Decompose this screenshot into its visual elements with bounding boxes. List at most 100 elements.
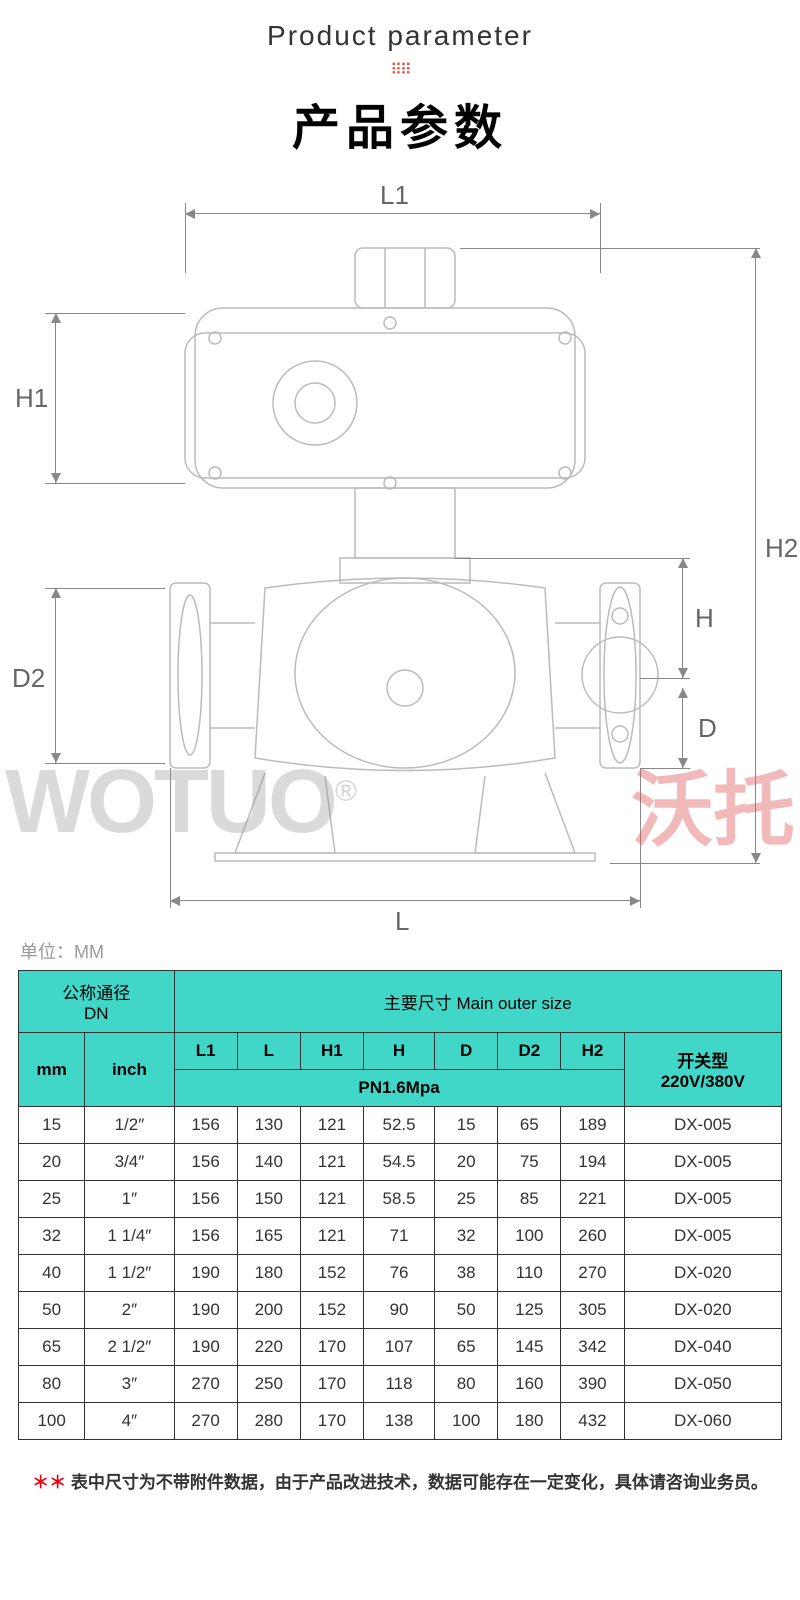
ext-line (45, 763, 165, 764)
footnote-text: 表中尺寸为不带附件数据，由于产品改进技术，数据可能存在一定变化，具体请咨询业务员… (71, 1473, 768, 1492)
cell-mm: 20 (19, 1144, 85, 1181)
cell-switch: DX-005 (624, 1181, 781, 1218)
ext-line (610, 863, 760, 864)
title-english: Product parameter (0, 20, 800, 52)
dim-line-h1 (55, 313, 56, 483)
cell-h2: 342 (561, 1329, 624, 1366)
cell-l: 180 (237, 1255, 300, 1292)
dim-line-l1 (185, 213, 600, 214)
cell-l: 250 (237, 1366, 300, 1403)
ext-line (455, 558, 690, 559)
ext-line (640, 768, 690, 769)
cell-d: 32 (435, 1218, 498, 1255)
dim-line-h2 (755, 248, 756, 863)
cell-switch: DX-060 (624, 1403, 781, 1440)
cell-inch: 1″ (85, 1181, 174, 1218)
cell-h2: 221 (561, 1181, 624, 1218)
ext-line (600, 203, 601, 273)
table-row: 652 1/2″19022017010765145342DX-040 (19, 1329, 782, 1366)
th-main: 主要尺寸 Main outer size (174, 971, 781, 1033)
ext-line (460, 248, 760, 249)
footnote-stars: ＊＊ (32, 1473, 66, 1492)
th-dn: 公称通径DN (19, 971, 175, 1033)
cell-h: 71 (363, 1218, 434, 1255)
title-chinese: 产品参数 (0, 88, 800, 158)
ext-line (45, 588, 165, 589)
cell-h2: 432 (561, 1403, 624, 1440)
dim-label-l: L (395, 906, 409, 937)
th-H2: H2 (561, 1033, 624, 1070)
ext-line (640, 678, 690, 679)
cell-h: 107 (363, 1329, 434, 1366)
cell-inch: 1 1/4″ (85, 1218, 174, 1255)
page-header: Product parameter ⠿⠿ 产品参数 (0, 0, 800, 168)
cell-l: 280 (237, 1403, 300, 1440)
cell-inch: 1/2″ (85, 1107, 174, 1144)
dim-label-d: D (698, 713, 717, 744)
th-mm: mm (19, 1033, 85, 1107)
cell-d2: 180 (498, 1403, 561, 1440)
table-row: 502″1902001529050125305DX-020 (19, 1292, 782, 1329)
cell-h1: 170 (300, 1366, 363, 1403)
th-H: H (363, 1033, 434, 1070)
cell-switch: DX-020 (624, 1255, 781, 1292)
ext-line (45, 483, 185, 484)
ext-line (640, 768, 641, 908)
cell-d: 80 (435, 1366, 498, 1403)
cell-d2: 65 (498, 1107, 561, 1144)
dim-line-d (682, 688, 683, 768)
cell-h2: 390 (561, 1366, 624, 1403)
th-L1: L1 (174, 1033, 237, 1070)
cell-h2: 260 (561, 1218, 624, 1255)
cell-inch: 3/4″ (85, 1144, 174, 1181)
cell-l: 200 (237, 1292, 300, 1329)
th-switch: 开关型220V/380V (624, 1033, 781, 1107)
cell-h1: 170 (300, 1329, 363, 1366)
cell-h2: 194 (561, 1144, 624, 1181)
cell-h1: 121 (300, 1218, 363, 1255)
cell-mm: 100 (19, 1403, 85, 1440)
dim-label-h1: H1 (15, 383, 48, 414)
table-row: 151/2″15613012152.51565189DX-005 (19, 1107, 782, 1144)
parameter-table: 公称通径DN 主要尺寸 Main outer size mm inch L1LH… (18, 970, 782, 1440)
cell-l1: 156 (174, 1107, 237, 1144)
cell-h: 118 (363, 1366, 434, 1403)
th-pn: PN1.6Mpa (174, 1070, 624, 1107)
cell-mm: 32 (19, 1218, 85, 1255)
cell-h1: 152 (300, 1255, 363, 1292)
cell-switch: DX-005 (624, 1218, 781, 1255)
cell-l: 130 (237, 1107, 300, 1144)
table-row: 321 1/4″1561651217132100260DX-005 (19, 1218, 782, 1255)
cell-inch: 2 1/2″ (85, 1329, 174, 1366)
cell-switch: DX-050 (624, 1366, 781, 1403)
cell-h2: 189 (561, 1107, 624, 1144)
cell-inch: 2″ (85, 1292, 174, 1329)
cell-inch: 4″ (85, 1403, 174, 1440)
cell-h: 58.5 (363, 1181, 434, 1218)
dim-line-l (170, 900, 640, 901)
cell-l: 165 (237, 1218, 300, 1255)
cell-d2: 125 (498, 1292, 561, 1329)
cell-d: 65 (435, 1329, 498, 1366)
unit-label: 单位：MM (0, 938, 800, 970)
cell-d2: 160 (498, 1366, 561, 1403)
th-H1: H1 (300, 1033, 363, 1070)
cell-d: 25 (435, 1181, 498, 1218)
cell-mm: 65 (19, 1329, 85, 1366)
cell-h1: 121 (300, 1181, 363, 1218)
cell-l1: 270 (174, 1366, 237, 1403)
cell-d2: 85 (498, 1181, 561, 1218)
th-L: L (237, 1033, 300, 1070)
dim-line-d2 (55, 588, 56, 763)
ext-line (170, 768, 171, 908)
cell-l: 220 (237, 1329, 300, 1366)
cell-l1: 156 (174, 1218, 237, 1255)
cell-d2: 75 (498, 1144, 561, 1181)
footnote: ＊＊ 表中尺寸为不带附件数据，由于产品改进技术，数据可能存在一定变化，具体请咨询… (0, 1440, 800, 1517)
cell-d2: 110 (498, 1255, 561, 1292)
cell-h: 54.5 (363, 1144, 434, 1181)
cell-h2: 270 (561, 1255, 624, 1292)
dim-label-l1: L1 (380, 180, 409, 211)
cell-switch: DX-005 (624, 1107, 781, 1144)
parameter-table-wrap: 公称通径DN 主要尺寸 Main outer size mm inch L1LH… (0, 970, 800, 1440)
